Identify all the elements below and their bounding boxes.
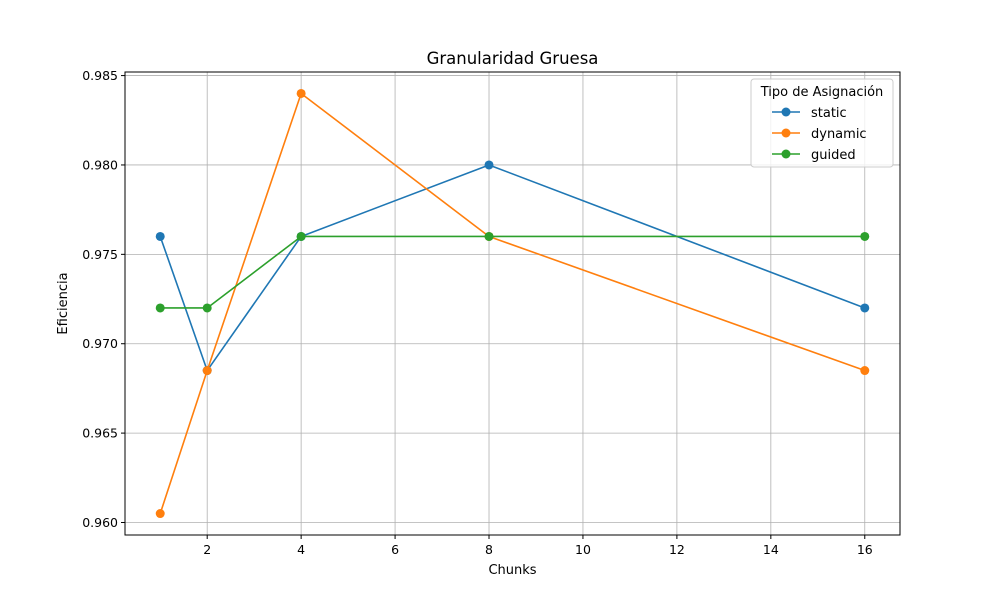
data-point-dynamic [296,88,306,98]
legend-marker-guided [781,149,791,159]
data-point-guided [860,231,870,241]
data-point-dynamic [860,366,870,376]
y-tick-label: 0.970 [82,336,118,351]
legend-marker-dynamic [781,128,791,138]
y-tick-label: 0.960 [82,515,118,530]
x-tick-label: 14 [763,542,779,557]
x-tick-label: 2 [203,542,211,557]
y-tick-label: 0.980 [82,157,118,172]
data-point-dynamic [202,366,212,376]
series-layer [155,88,870,519]
y-tick-label: 0.985 [82,68,118,83]
data-point-guided [155,303,165,313]
legend-title: Tipo de Asignación [760,85,884,100]
x-tick-label: 16 [857,542,873,557]
legend-label-dynamic: dynamic [811,127,867,142]
x-tick-label: 10 [575,542,591,557]
y-tick-label: 0.975 [82,247,118,262]
y-tick-label: 0.965 [82,426,118,441]
data-point-guided [202,303,212,313]
data-point-static [155,231,165,241]
data-point-static [484,160,494,170]
legend-marker-static [781,107,791,117]
legend-label-static: static [811,106,847,121]
x-axis-label: Chunks [488,563,536,578]
data-point-guided [484,231,494,241]
chart-title: Granularidad Gruesa [427,49,599,68]
x-tick-label: 4 [297,542,305,557]
legend: Tipo de Asignación static dynamic guided [750,78,894,168]
data-point-static [860,303,870,313]
x-ticks: 2 4 6 8 10 12 14 16 [203,535,873,557]
x-tick-label: 6 [391,542,399,557]
x-tick-label: 8 [485,542,493,557]
legend-box [750,78,894,168]
data-point-dynamic [155,509,165,519]
plot-frame [124,71,901,536]
data-point-guided [296,231,306,241]
y-ticks: 0.960 0.965 0.970 0.975 0.980 0.985 [82,68,125,530]
x-tick-label: 12 [669,542,685,557]
y-axis-label: Eficiencia [56,272,71,334]
legend-label-guided: guided [811,148,856,163]
